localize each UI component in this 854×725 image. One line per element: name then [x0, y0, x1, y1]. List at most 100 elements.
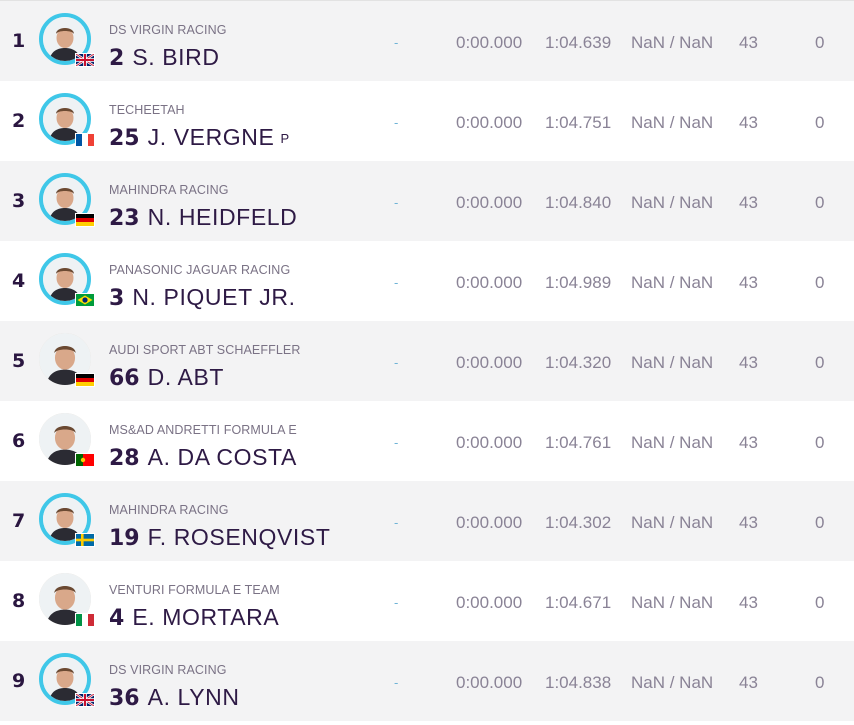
best-lap-time: 1:04.671 [545, 593, 612, 612]
driver-label: F. ROSENQVIST [147, 524, 331, 550]
best-lap-time: 1:04.302 [545, 513, 612, 532]
speed-value: NaN / NaN [631, 593, 714, 612]
table-row[interactable]: 8 VENTURI FORMULA E TEAM 4 E. MORTARA - 0:00.… [0, 561, 854, 641]
flag-germany-icon [75, 373, 95, 387]
best-lap-time: 1:04.838 [545, 673, 612, 692]
speed-value: NaN / NaN [631, 433, 714, 452]
driver-avatar [39, 93, 91, 145]
speed-value: NaN / NaN [631, 193, 714, 212]
interval: - [394, 195, 399, 210]
laps-count: 43 [739, 353, 758, 372]
driver-label: E. MORTARA [132, 604, 280, 630]
pit-stops-count: 0 [815, 33, 825, 52]
speed-value: NaN / NaN [631, 673, 714, 692]
gap-time: 0:00.000 [456, 513, 523, 532]
car-number: 25 [109, 126, 140, 151]
driver-name: 3 N. PIQUET JR. [109, 284, 296, 311]
driver-name: 2 S. BIRD [109, 44, 220, 71]
pit-stops-count: 0 [815, 593, 825, 612]
position: 4 [12, 270, 26, 292]
driver-label: D. ABT [147, 364, 225, 390]
team-name: MAHINDRA RACING [109, 503, 229, 517]
gap-time: 0:00.000 [456, 353, 523, 372]
car-number: 4 [109, 606, 125, 631]
gap-time: 0:00.000 [456, 593, 523, 612]
car-number: 66 [109, 366, 140, 391]
table-row[interactable]: 5 AUDI SPORT ABT SCHAEFFLER 66 D. ABT - 0:00.… [0, 321, 854, 401]
gap-time: 0:00.000 [456, 673, 523, 692]
driver-label: A. DA COSTA [147, 444, 297, 470]
flag-germany-icon [75, 213, 95, 227]
driver-name: 36 A. LYNN [109, 684, 240, 711]
position: 2 [12, 110, 26, 132]
driver-name: 28 A. DA COSTA [109, 444, 297, 471]
interval: - [394, 435, 399, 450]
gap-time: 0:00.000 [456, 33, 523, 52]
car-number: 23 [109, 206, 140, 231]
laps-count: 43 [739, 433, 758, 452]
pit-indicator: P [280, 131, 290, 146]
interval: - [394, 275, 399, 290]
speed-value: NaN / NaN [631, 353, 714, 372]
pit-stops-count: 0 [815, 273, 825, 292]
flag-brazil-icon [75, 293, 95, 307]
table-row[interactable]: 9 DS VIRGIN RACING 36 A. LYNN - 0:00.000 1:04.… [0, 641, 854, 721]
driver-label: N. HEIDFELD [147, 204, 298, 230]
driver-name: 25 J. VERGNE P [109, 124, 290, 151]
gap-time: 0:00.000 [456, 273, 523, 292]
interval: - [394, 675, 399, 690]
position: 7 [12, 510, 26, 532]
team-name: DS VIRGIN RACING [109, 663, 227, 677]
table-row[interactable]: 4 PANASONIC JAGUAR RACING 3 N. PIQUET JR. - 0… [0, 241, 854, 321]
laps-count: 43 [739, 273, 758, 292]
car-number: 19 [109, 526, 140, 551]
interval: - [394, 355, 399, 370]
car-number: 3 [109, 286, 125, 311]
team-name: AUDI SPORT ABT SCHAEFFLER [109, 343, 301, 357]
driver-name: 66 D. ABT [109, 364, 224, 391]
interval: - [394, 595, 399, 610]
laps-count: 43 [739, 593, 758, 612]
laps-count: 43 [739, 513, 758, 532]
driver-avatar [39, 413, 91, 465]
speed-value: NaN / NaN [631, 273, 714, 292]
gap-time: 0:00.000 [456, 113, 523, 132]
laps-count: 43 [739, 33, 758, 52]
position: 5 [12, 350, 26, 372]
team-name: DS VIRGIN RACING [109, 23, 227, 37]
speed-value: NaN / NaN [631, 113, 714, 132]
driver-avatar [39, 333, 91, 385]
driver-avatar [39, 573, 91, 625]
best-lap-time: 1:04.761 [545, 433, 612, 452]
car-number: 28 [109, 446, 140, 471]
flag-france-icon [75, 133, 95, 147]
team-name: MS&AD ANDRETTI FORMULA E [109, 423, 297, 437]
driver-name: 19 F. ROSENQVIST [109, 524, 331, 551]
laps-count: 43 [739, 673, 758, 692]
car-number: 2 [109, 46, 125, 71]
position: 8 [12, 590, 26, 612]
table-row[interactable]: 7 MAHINDRA RACING 19 F. ROSENQVIST - 0:00.000… [0, 481, 854, 561]
interval: - [394, 35, 399, 50]
table-row[interactable]: 2 TECHEETAH 25 J. VERGNE P - 0:00.000 1:04.751 N… [0, 81, 854, 161]
speed-value: NaN / NaN [631, 513, 714, 532]
team-name: VENTURI FORMULA E TEAM [109, 583, 280, 597]
table-row[interactable]: 1 DS VIRGIN RACING 2 S. BIRD - 0:00.000 1:04.6… [0, 1, 854, 81]
driver-label: J. VERGNE [147, 124, 275, 150]
flag-italy-icon [75, 613, 95, 627]
table-row[interactable]: 3 MAHINDRA RACING 23 N. HEIDFELD - 0:00.000 1:… [0, 161, 854, 241]
best-lap-time: 1:04.639 [545, 33, 612, 52]
team-name: PANASONIC JAGUAR RACING [109, 263, 291, 277]
car-number: 36 [109, 686, 140, 711]
laps-count: 43 [739, 113, 758, 132]
interval: - [394, 115, 399, 130]
driver-label: S. BIRD [132, 44, 220, 70]
table-row[interactable]: 6 MS&AD ANDRETTI FORMULA E 28 A. DA COSTA - 0… [0, 401, 854, 481]
driver-name: 23 N. HEIDFELD [109, 204, 297, 231]
pit-stops-count: 0 [815, 513, 825, 532]
pit-stops-count: 0 [815, 433, 825, 452]
best-lap-time: 1:04.320 [545, 353, 612, 372]
driver-avatar [39, 13, 91, 65]
best-lap-time: 1:04.989 [545, 273, 612, 292]
